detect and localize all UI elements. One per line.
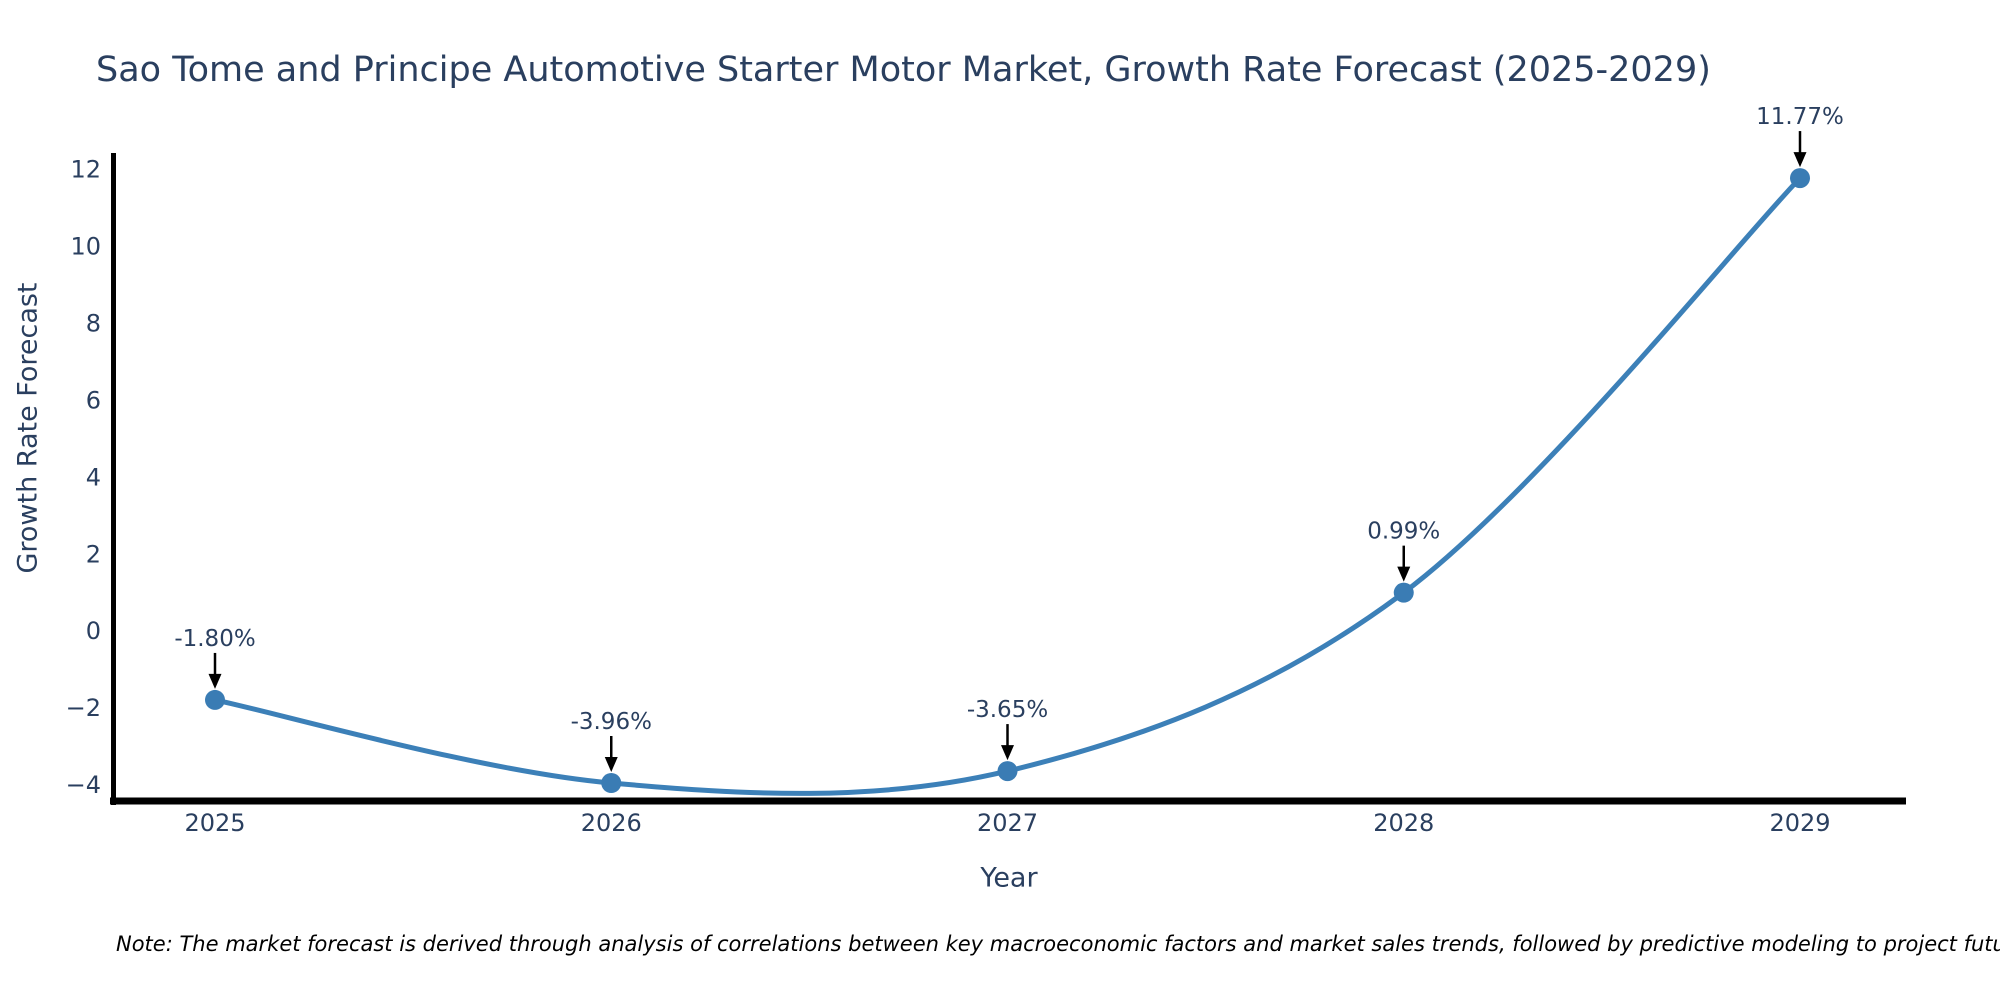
data-point-2028 [1393, 582, 1414, 603]
annotation-arrowhead-2029 [1793, 152, 1807, 168]
data-label-2028: 0.99% [1367, 519, 1440, 545]
y-tick-2: 2 [86, 540, 101, 568]
x-tick-2026: 2026 [581, 809, 642, 837]
x-axis-title: Year [980, 862, 1038, 894]
x-tick-2025: 2025 [184, 809, 245, 837]
y-tick--2: −2 [66, 694, 101, 722]
x-tick-2028: 2028 [1373, 809, 1434, 837]
chart-title: Sao Tome and Principe Automotive Starter… [96, 50, 1711, 90]
y-tick-10: 10 [70, 233, 101, 261]
annotation-arrowhead-2026 [604, 757, 618, 773]
data-label-2026: -3.96% [571, 709, 652, 735]
y-tick-8: 8 [86, 310, 101, 338]
y-tick-4: 4 [86, 463, 101, 491]
y-tick-0: 0 [86, 617, 101, 645]
data-point-2027 [997, 761, 1018, 782]
y-tick-12: 12 [70, 156, 101, 184]
data-point-2026 [601, 773, 622, 794]
x-tick-2029: 2029 [1769, 809, 1830, 837]
data-point-2029 [1790, 168, 1810, 189]
footnote: Note: The market forecast is derived thr… [116, 932, 2000, 956]
data-label-2029: 11.77% [1756, 104, 1844, 130]
data-label-2027: -3.65% [967, 697, 1048, 723]
y-tick--4: −4 [66, 771, 101, 799]
annotation-arrowhead-2027 [1001, 745, 1014, 761]
annotation-arrowhead-2025 [208, 673, 222, 689]
data-point-2025 [205, 689, 225, 710]
annotation-arrowhead-2028 [1397, 566, 1411, 582]
forecast-line [212, 175, 1803, 796]
y-tick-6: 6 [86, 386, 101, 414]
data-label-2025: -1.80% [174, 626, 255, 652]
x-tick-2027: 2027 [977, 809, 1038, 837]
